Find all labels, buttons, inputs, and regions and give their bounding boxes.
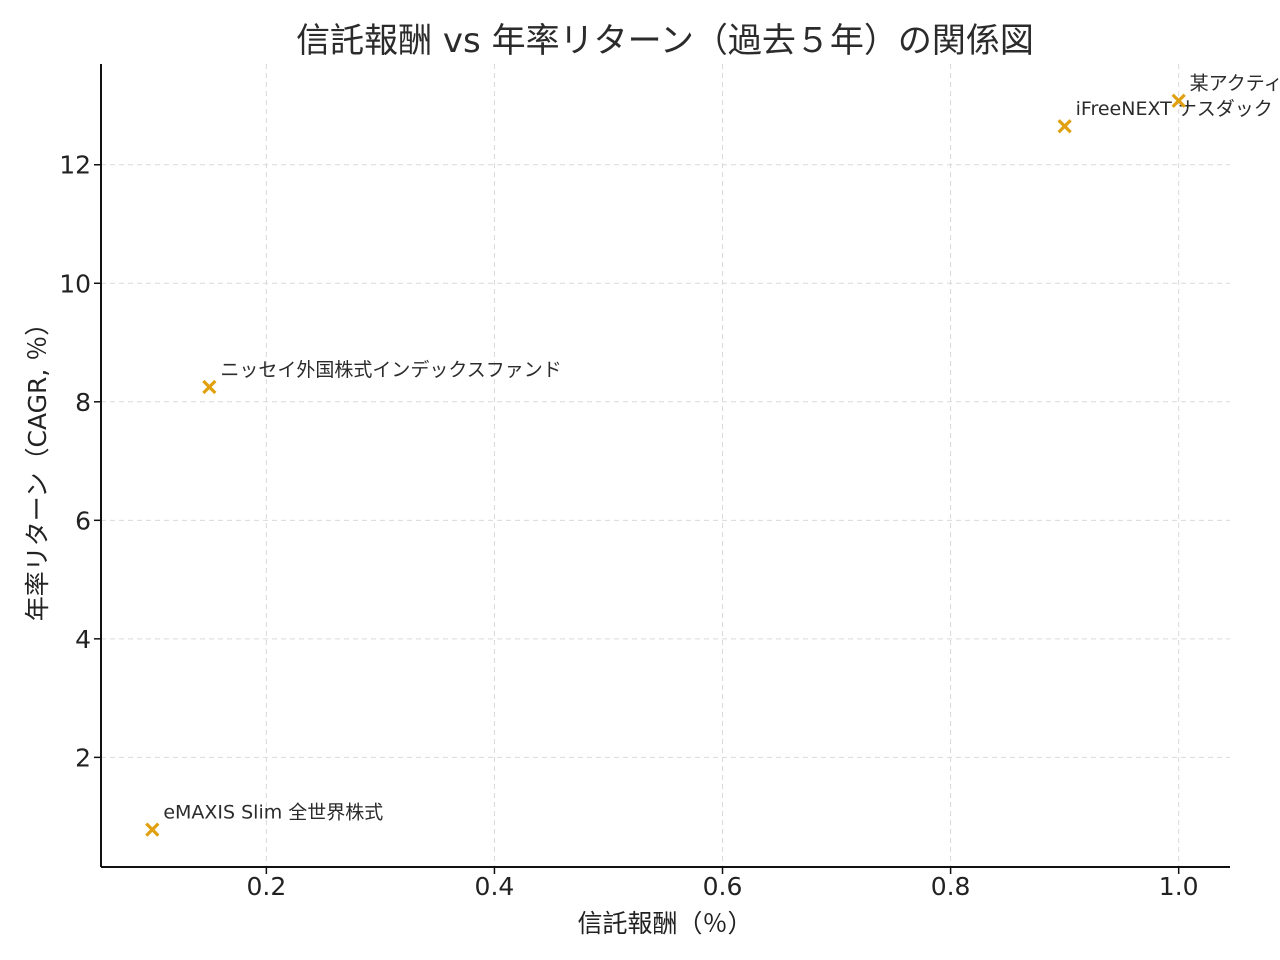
x-marker <box>145 822 160 837</box>
y-tick-label: 10 <box>59 269 91 298</box>
point-label: iFreeNEXT ナスダック <box>1076 98 1273 120</box>
x-tick-label: 1.0 <box>1159 872 1199 901</box>
x-marker <box>1171 93 1186 108</box>
axes <box>100 64 1230 868</box>
y-tick-label: 4 <box>75 625 91 654</box>
data-point: 某アクティブ <box>1171 72 1280 108</box>
data-point: eMAXIS Slim 全世界株式 <box>145 802 383 837</box>
data-point: ニッセイ外国株式インデックスファンド <box>202 359 562 395</box>
grid-lines <box>101 64 1230 867</box>
x-axis-label: 信託報酬（％） <box>577 909 752 938</box>
chart-title: 信託報酬 vs 年率リターン（過去５年）の関係図 <box>296 21 1034 61</box>
point-label: eMAXIS Slim 全世界株式 <box>163 802 383 824</box>
x-tick-label: 0.6 <box>703 872 743 901</box>
data-point: iFreeNEXT ナスダック <box>1057 98 1273 134</box>
y-tick-label: 2 <box>75 743 91 772</box>
x-marker <box>202 379 217 395</box>
x-tick-label: 0.2 <box>246 872 286 901</box>
y-axis-label: 年率リターン（CAGR, ％） <box>23 311 52 622</box>
y-tick-label: 8 <box>75 388 91 417</box>
ticks: 0.2 0.4 0.6 0.8 1.0 2 4 6 8 10 12 <box>59 151 1198 901</box>
x-marker <box>1057 119 1072 134</box>
y-tick-label: 12 <box>59 151 91 180</box>
data-points: eMAXIS Slim 全世界株式 ニッセイ外国株式インデックスファンド iFree… <box>145 72 1280 837</box>
x-tick-label: 0.8 <box>931 872 971 901</box>
y-tick-label: 6 <box>75 506 91 535</box>
point-label: 某アクティブ <box>1190 72 1280 95</box>
point-label: ニッセイ外国株式インデックスファンド <box>220 359 561 381</box>
x-tick-label: 0.4 <box>475 872 515 901</box>
